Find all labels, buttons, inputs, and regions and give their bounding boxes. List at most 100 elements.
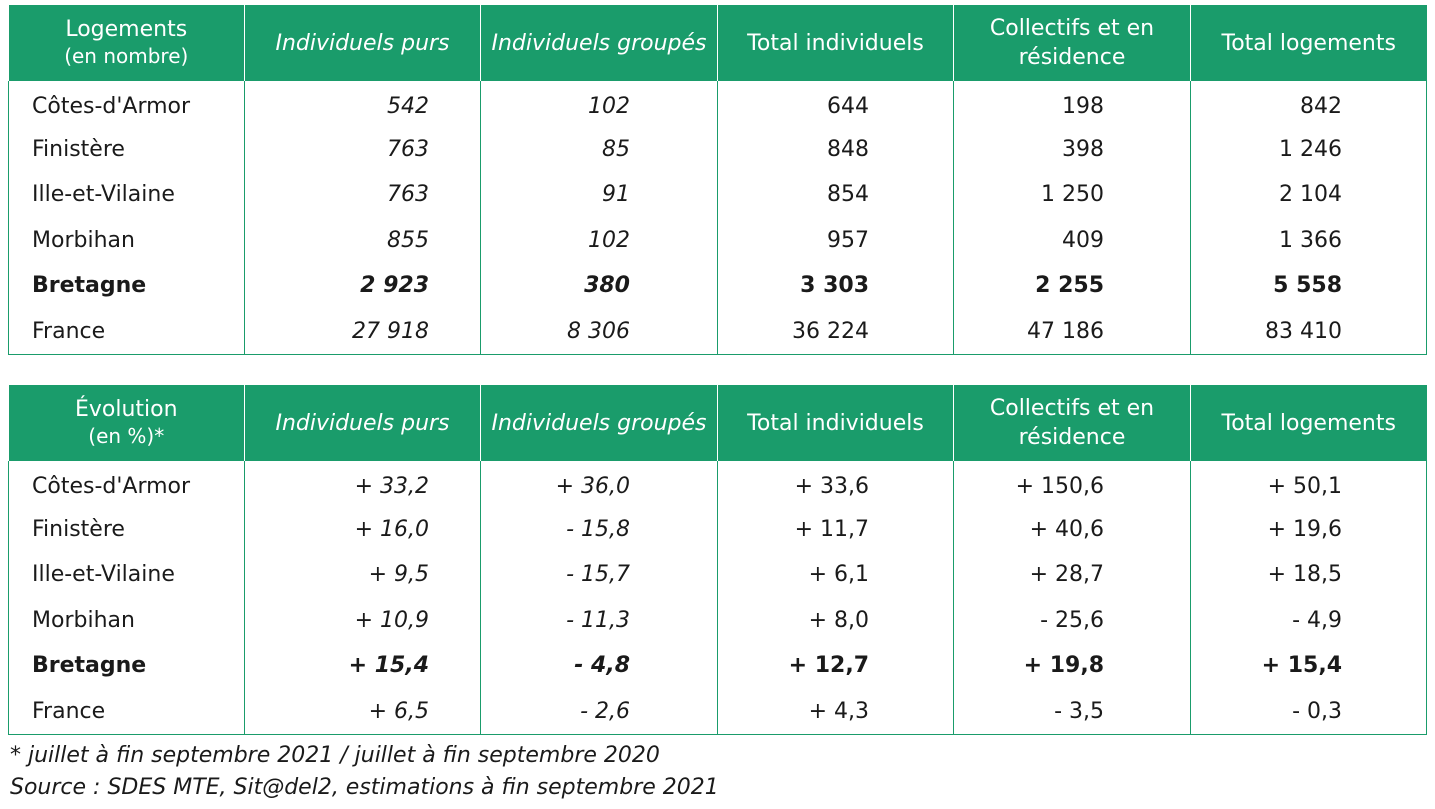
- table-row-total: Bretagne + 15,4 - 4,8 + 12,7 + 19,8 + 15…: [8, 643, 1427, 689]
- cell-value: 91: [480, 172, 718, 218]
- cell-value: - 11,3: [480, 597, 718, 643]
- cell-value: + 15,4: [244, 643, 481, 689]
- cell-value: + 50,1: [1190, 461, 1427, 507]
- table-row: Côtes-d'Armor 542 102 644 198 842: [8, 81, 1427, 127]
- cell-value: 409: [953, 217, 1191, 263]
- cell-value: 83 410: [1190, 308, 1427, 354]
- header-total-individuels: Total individuels: [717, 385, 954, 461]
- row-label: Ille-et-Vilaine: [8, 552, 245, 598]
- cell-value: + 19,6: [1190, 506, 1427, 552]
- table-row: France 27 918 8 306 36 224 47 186 83 410: [8, 308, 1427, 354]
- table-row: France + 6,5 - 2,6 + 4,3 - 3,5 - 0,3: [8, 688, 1427, 734]
- header-collectifs: Collectifs et en résidence: [953, 5, 1191, 81]
- row-label: Bretagne: [8, 643, 245, 689]
- cell-value: 47 186: [953, 308, 1191, 354]
- cell-value: 398: [953, 126, 1191, 172]
- header-individuels-groupes: Individuels groupés: [480, 5, 718, 81]
- cell-value: 3 303: [717, 263, 954, 309]
- header-individuels-purs: Individuels purs: [244, 385, 481, 461]
- cell-value: 36 224: [717, 308, 954, 354]
- table-row: Finistère 763 85 848 398 1 246: [8, 126, 1427, 172]
- cell-value: 854: [717, 172, 954, 218]
- cell-value: + 18,5: [1190, 552, 1427, 598]
- cell-value: + 40,6: [953, 506, 1191, 552]
- cell-value: 855: [244, 217, 481, 263]
- notes: * juillet à fin septembre 2021 / juillet…: [10, 740, 719, 804]
- cell-value: + 12,7: [717, 643, 954, 689]
- cell-value: 380: [480, 263, 718, 309]
- cell-value: + 16,0: [244, 506, 481, 552]
- row-label: Côtes-d'Armor: [8, 461, 245, 507]
- cell-value: 1 246: [1190, 126, 1427, 172]
- cell-value: 1 366: [1190, 217, 1427, 263]
- cell-value: - 4,8: [480, 643, 718, 689]
- table-row: Morbihan 855 102 957 409 1 366: [8, 217, 1427, 263]
- evolution-table: Évolution (en %)* Individuels purs Indiv…: [8, 385, 1427, 735]
- cell-value: + 8,0: [717, 597, 954, 643]
- cell-value: - 25,6: [953, 597, 1191, 643]
- header-individuels-groupes: Individuels groupés: [480, 385, 718, 461]
- cell-value: - 2,6: [480, 688, 718, 734]
- cell-value: 102: [480, 81, 718, 127]
- cell-value: + 150,6: [953, 461, 1191, 507]
- row-label: Finistère: [8, 506, 245, 552]
- logements-table: Logements (en nombre) Individuels purs I…: [8, 5, 1427, 355]
- header-total-individuels: Total individuels: [717, 5, 954, 81]
- cell-value: + 9,5: [244, 552, 481, 598]
- row-label: Morbihan: [8, 217, 245, 263]
- table-row: Ille-et-Vilaine 763 91 854 1 250 2 104: [8, 172, 1427, 218]
- header-individuels-purs: Individuels purs: [244, 5, 481, 81]
- cell-value: 8 306: [480, 308, 718, 354]
- cell-value: 848: [717, 126, 954, 172]
- header-row: Logements (en nombre) Individuels purs I…: [8, 5, 1427, 81]
- cell-value: - 4,9: [1190, 597, 1427, 643]
- cell-value: 763: [244, 126, 481, 172]
- cell-value: 198: [953, 81, 1191, 127]
- header-title: Évolution: [74, 397, 178, 422]
- table-row-total: Bretagne 2 923 380 3 303 2 255 5 558: [8, 263, 1427, 309]
- table-row: Côtes-d'Armor + 33,2 + 36,0 + 33,6 + 150…: [8, 461, 1427, 507]
- header-total-logements: Total logements: [1190, 385, 1427, 461]
- cell-value: 763: [244, 172, 481, 218]
- cell-value: + 10,9: [244, 597, 481, 643]
- row-label: Ille-et-Vilaine: [8, 172, 245, 218]
- row-label: Bretagne: [8, 263, 245, 309]
- cell-value: + 33,2: [244, 461, 481, 507]
- cell-value: + 6,1: [717, 552, 954, 598]
- header-row: Évolution (en %)* Individuels purs Indiv…: [8, 385, 1427, 461]
- cell-value: - 15,7: [480, 552, 718, 598]
- cell-value: 2 255: [953, 263, 1191, 309]
- table-row: Ille-et-Vilaine + 9,5 - 15,7 + 6,1 + 28,…: [8, 552, 1427, 598]
- source-note: Source : SDES MTE, Sit@del2, estimations…: [10, 775, 719, 800]
- cell-value: 27 918: [244, 308, 481, 354]
- row-label: Finistère: [8, 126, 245, 172]
- row-label: Côtes-d'Armor: [8, 81, 245, 127]
- cell-value: 5 558: [1190, 263, 1427, 309]
- cell-value: - 15,8: [480, 506, 718, 552]
- cell-value: + 19,8: [953, 643, 1191, 689]
- cell-value: 842: [1190, 81, 1427, 127]
- cell-value: + 11,7: [717, 506, 954, 552]
- cell-value: + 4,3: [717, 688, 954, 734]
- table-row: Morbihan + 10,9 - 11,3 + 8,0 - 25,6 - 4,…: [8, 597, 1427, 643]
- cell-value: + 33,6: [717, 461, 954, 507]
- header-title: Logements: [65, 17, 188, 42]
- cell-value: 85: [480, 126, 718, 172]
- row-label: Morbihan: [8, 597, 245, 643]
- header-evolution: Évolution (en %)*: [8, 385, 245, 461]
- cell-value: + 6,5: [244, 688, 481, 734]
- cell-value: 2 923: [244, 263, 481, 309]
- cell-value: + 28,7: [953, 552, 1191, 598]
- cell-value: 102: [480, 217, 718, 263]
- cell-value: + 15,4: [1190, 643, 1427, 689]
- row-label: France: [8, 688, 245, 734]
- header-subtitle: (en nombre): [64, 44, 189, 68]
- footnote: * juillet à fin septembre 2021 / juillet…: [10, 743, 660, 768]
- header-logements: Logements (en nombre): [8, 5, 245, 81]
- table-row: Finistère + 16,0 - 15,8 + 11,7 + 40,6 + …: [8, 506, 1427, 552]
- header-collectifs: Collectifs et en résidence: [953, 385, 1191, 461]
- row-label: France: [8, 308, 245, 354]
- cell-value: 644: [717, 81, 954, 127]
- cell-value: 2 104: [1190, 172, 1427, 218]
- header-subtitle: (en %)*: [88, 424, 165, 448]
